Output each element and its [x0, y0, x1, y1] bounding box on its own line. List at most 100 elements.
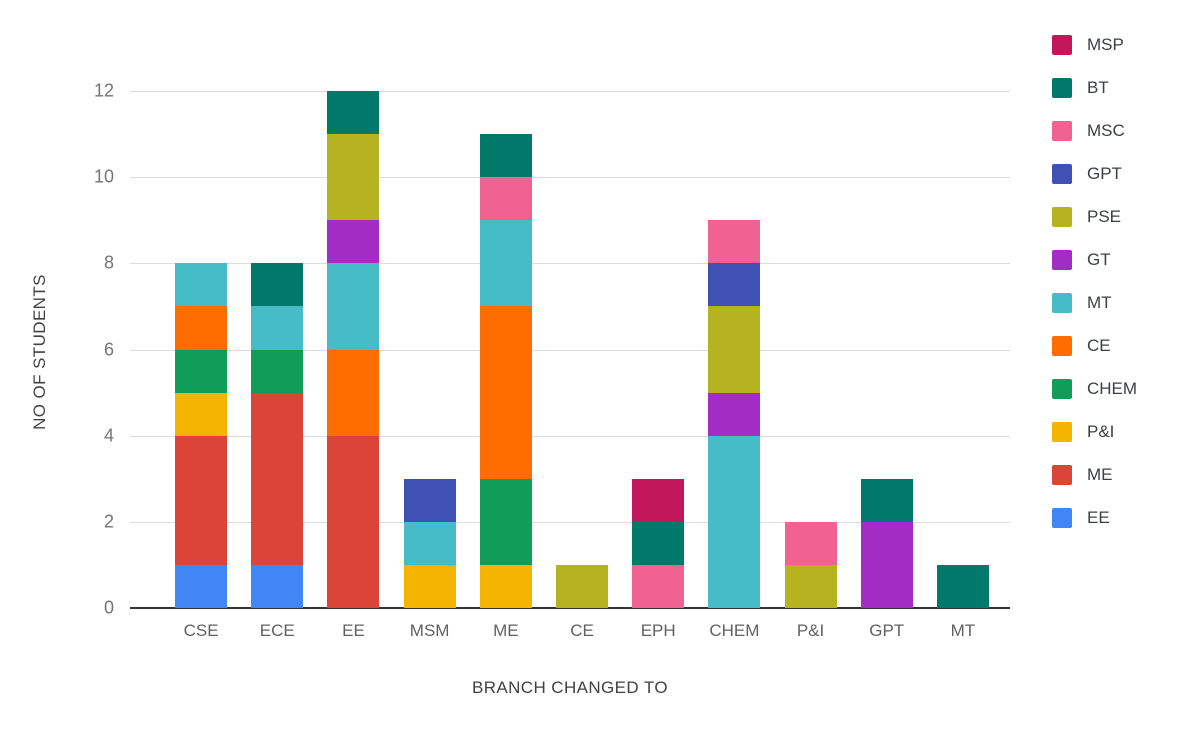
bar-segment-ece-ee: [251, 564, 304, 608]
gridline: [130, 435, 1010, 437]
y-tick-label: 10: [93, 166, 114, 187]
bar-segment-ece-chem: [251, 349, 304, 393]
bar-segment-msm-mt: [403, 521, 456, 565]
legend-item-chem: CHEM: [1052, 379, 1137, 399]
legend-swatch-icon: [1052, 250, 1072, 270]
bar-segment-p-i-msc: [784, 521, 837, 565]
legend-swatch-icon: [1052, 78, 1072, 98]
gridline: [130, 349, 1010, 351]
bar-segment-cse-ee: [175, 564, 228, 608]
y-axis-title: NO OF STUDENTS: [30, 274, 49, 430]
legend-swatch-icon: [1052, 207, 1072, 227]
x-category-label-me: ME: [493, 621, 519, 640]
bar-segment-cse-ce: [175, 306, 228, 350]
gridline: [130, 177, 1010, 179]
bar-segment-msm-gpt: [403, 478, 456, 522]
legend-label: GT: [1087, 250, 1111, 269]
legend-swatch-icon: [1052, 465, 1072, 485]
legend-item-ce: CE: [1052, 336, 1137, 356]
bar-segment-ece-me: [251, 392, 304, 565]
x-axis-title: BRANCH CHANGED TO: [471, 678, 669, 697]
plot-area: 0 2 4 6 8 10 12 CSE ECE EE MSM ME CE EPH CHEM P&I GPT MT: [94, 81, 1010, 640]
x-category-label-p-i: P&I: [796, 621, 825, 640]
bar-segment-ee-bt: [327, 91, 380, 135]
y-tick-label: 0: [103, 597, 114, 618]
bar-segment-me-mt: [479, 220, 532, 307]
bar-segment-ee-me: [327, 435, 380, 608]
bar-segment-chem-msc: [708, 220, 761, 264]
legend-item-gt: GT: [1052, 250, 1137, 270]
legend-item-bt: BT: [1052, 78, 1137, 98]
bar-segment-me-p-i: [479, 564, 532, 608]
bar-segment-cse-me: [175, 435, 228, 565]
bar-segment-eph-msp: [632, 478, 685, 522]
bar-segment-cse-chem: [175, 349, 228, 393]
legend-item-ee: EE: [1052, 508, 1137, 528]
legend-swatch-icon: [1052, 336, 1072, 356]
bar-segment-mt-bt: [936, 564, 989, 608]
bar-segment-cse-p-i: [175, 392, 228, 436]
legend-item-msp: MSP: [1052, 35, 1137, 55]
bar-segment-me-chem: [479, 478, 532, 565]
bar-segment-ee-gt: [327, 220, 380, 264]
legend-swatch-icon: [1052, 379, 1072, 399]
bar-segment-ece-bt: [251, 263, 304, 307]
y-tick-label: 8: [103, 252, 114, 273]
x-category-label-chem: CHEM: [709, 621, 760, 640]
legend-swatch-icon: [1052, 121, 1072, 141]
y-tick-label: 4: [103, 425, 114, 446]
x-category-label-ece: ECE: [259, 621, 295, 640]
legend-swatch-icon: [1052, 508, 1072, 528]
bar-segment-chem-gt: [708, 392, 761, 436]
legend-label: P&I: [1087, 422, 1115, 441]
gridline: [130, 91, 1010, 92]
legend-item-msc: MSC: [1052, 121, 1137, 141]
legend-label: EE: [1087, 508, 1110, 527]
legend-label: CHEM: [1087, 379, 1138, 398]
bar-segment-me-msc: [479, 177, 532, 221]
y-tick-label: 6: [103, 339, 114, 359]
gridline: [130, 263, 1010, 265]
bar-segment-me-bt: [479, 134, 532, 178]
legend-item-gpt: GPT: [1052, 164, 1137, 184]
x-axis-line: [130, 607, 1010, 609]
legend-label: MSC: [1087, 121, 1125, 140]
y-tick-label: 2: [103, 511, 114, 532]
bar-segment-chem-mt: [708, 435, 761, 608]
legend-swatch-icon: [1052, 35, 1072, 55]
legend: MSP BT MSC GPT PSE GT MT CE CHEM P&I ME EE: [1052, 35, 1137, 528]
bar-segment-ece-mt: [251, 306, 304, 350]
legend-item-me: ME: [1052, 465, 1137, 485]
x-category-label-gpt: GPT: [869, 621, 905, 640]
x-category-label-eph: EPH: [640, 621, 676, 640]
legend-label: MSP: [1087, 35, 1124, 54]
bar-segment-me-ce: [479, 306, 532, 479]
legend-swatch-icon: [1052, 164, 1072, 184]
legend-label: PSE: [1087, 207, 1122, 226]
bar-segment-gpt-bt: [860, 478, 913, 522]
bar-segment-chem-pse: [708, 306, 761, 393]
bar-segment-eph-msc: [632, 564, 685, 608]
bar-segment-cse-mt: [175, 263, 228, 307]
legend-swatch-icon: [1052, 293, 1072, 313]
legend-item-p-i: P&I: [1052, 422, 1137, 442]
legend-swatch-icon: [1052, 422, 1072, 442]
x-category-label-ce: CE: [570, 621, 594, 640]
x-category-label-ee: EE: [342, 621, 365, 640]
legend-label: CE: [1087, 336, 1111, 355]
x-category-label-mt: MT: [950, 621, 976, 640]
bar-segment-ee-mt: [327, 263, 380, 350]
gridline: [130, 521, 1010, 523]
bar-segment-ee-pse: [327, 134, 380, 221]
bar-segment-msm-p-i: [403, 564, 456, 608]
legend-label: BT: [1087, 78, 1109, 97]
bar-segment-ce-pse: [556, 564, 608, 608]
legend-label: ME: [1087, 465, 1113, 484]
legend-item-mt: MT: [1052, 293, 1137, 313]
x-category-label-msm: MSM: [409, 621, 450, 640]
bar-segment-chem-gpt: [708, 263, 761, 307]
legend-item-pse: PSE: [1052, 207, 1137, 227]
bar-segment-eph-bt: [632, 521, 685, 565]
